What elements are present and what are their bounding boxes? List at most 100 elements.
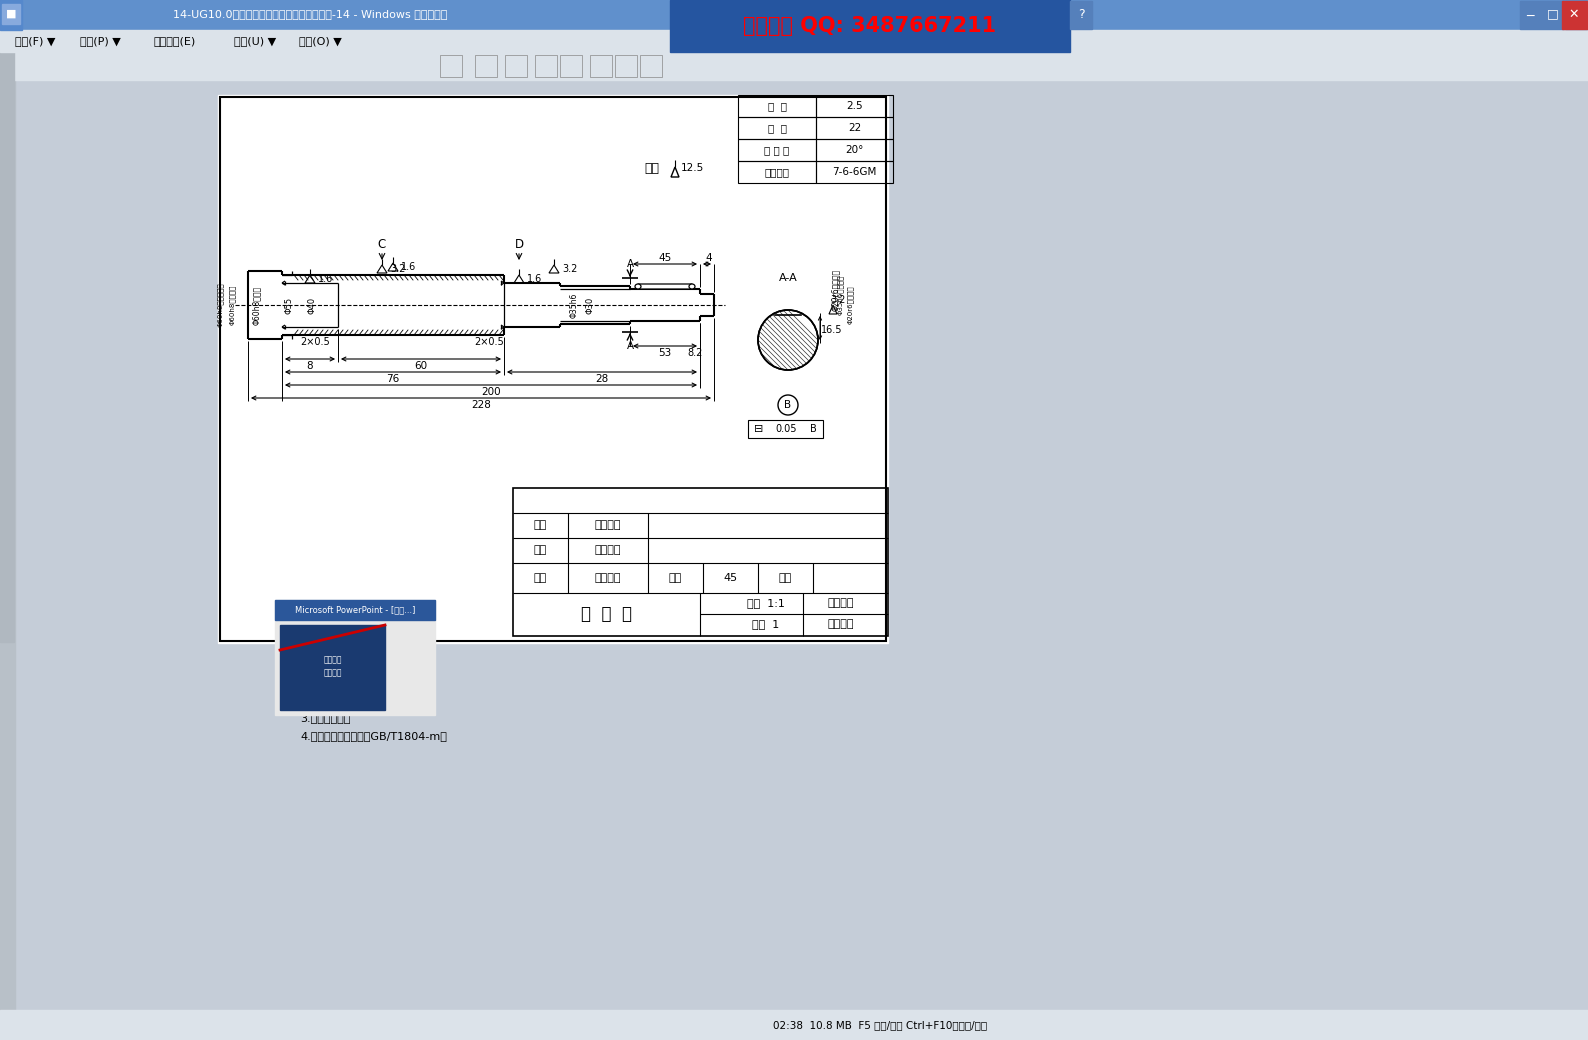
Text: Φ55: Φ55 <box>284 296 294 314</box>
Text: Φ35h6（公差）: Φ35h6（公差） <box>837 275 843 315</box>
Text: （学号）: （学号） <box>596 573 621 583</box>
Bar <box>561 55 581 77</box>
Text: 60: 60 <box>414 361 427 371</box>
Text: D: D <box>515 238 524 252</box>
Bar <box>591 55 611 77</box>
Text: B: B <box>810 424 816 434</box>
Text: Φ30: Φ30 <box>586 296 594 314</box>
Text: C: C <box>378 238 386 252</box>
Text: 材料: 材料 <box>669 573 683 583</box>
Text: 3.2: 3.2 <box>831 295 846 305</box>
Text: Φ20r6（公差）: Φ20r6（公差） <box>831 269 840 311</box>
Text: 基础学习: 基础学习 <box>324 655 343 665</box>
Bar <box>0 0 1588 30</box>
Text: 1.6: 1.6 <box>318 274 333 284</box>
Bar <box>1563 1 1586 29</box>
Bar <box>440 55 462 77</box>
Text: 电子邮件(E): 电子邮件(E) <box>154 36 197 46</box>
Text: Φ35h6: Φ35h6 <box>570 292 578 317</box>
Text: 压 力 角: 压 力 角 <box>764 145 789 155</box>
Text: （日期）: （日期） <box>596 546 621 555</box>
Text: 成绩: 成绩 <box>778 573 792 583</box>
Bar <box>0 1010 1588 1040</box>
Text: 2.5: 2.5 <box>846 101 862 111</box>
FancyBboxPatch shape <box>638 284 692 289</box>
Text: 班级: 班级 <box>534 573 548 583</box>
Bar <box>738 161 816 183</box>
Text: 1.6: 1.6 <box>402 262 416 272</box>
Bar <box>535 55 557 77</box>
Text: 4: 4 <box>705 253 713 263</box>
Bar <box>748 420 823 438</box>
Text: 8: 8 <box>306 361 313 371</box>
Text: 1.调质220～250HB。: 1.调质220～250HB。 <box>300 677 395 687</box>
Text: 比例  1:1: 比例 1:1 <box>746 598 784 608</box>
Text: Φ60h8（上）: Φ60h8（上） <box>251 285 260 324</box>
Text: 审核: 审核 <box>534 520 546 530</box>
Text: Microsoft PowerPoint - [学好...]: Microsoft PowerPoint - [学好...] <box>295 605 414 615</box>
Text: ■: ■ <box>6 9 16 19</box>
Text: 件数  1: 件数 1 <box>753 620 780 629</box>
Text: 45: 45 <box>724 573 737 583</box>
Bar <box>0 52 1588 80</box>
Text: 文件(F) ▼: 文件(F) ▼ <box>14 36 56 46</box>
Bar <box>0 52 14 642</box>
Bar <box>1070 1 1093 29</box>
Text: （日期）: （日期） <box>596 520 621 530</box>
Text: Φ60h8（下偏差）: Φ60h8（下偏差） <box>216 283 224 328</box>
Text: 齿  轮  轴: 齿 轮 轴 <box>581 605 632 624</box>
Bar <box>275 600 435 620</box>
Text: （图号）: （图号） <box>827 598 854 608</box>
Bar <box>218 95 888 643</box>
Bar <box>738 116 816 139</box>
Bar <box>738 95 816 116</box>
Text: 3.2: 3.2 <box>391 264 405 274</box>
Text: 3.2: 3.2 <box>562 264 578 274</box>
Bar <box>816 116 892 139</box>
Text: （校名）: （校名） <box>827 620 854 629</box>
Bar <box>1520 1 1564 29</box>
Text: 12.5: 12.5 <box>681 163 703 173</box>
Text: Φ20r6（公差）: Φ20r6（公差） <box>846 286 853 324</box>
Ellipse shape <box>689 284 696 289</box>
Text: 刻录(U) ▼: 刻录(U) ▼ <box>233 36 276 46</box>
Text: □: □ <box>1547 7 1559 21</box>
Text: 打印(P) ▼: 打印(P) ▼ <box>79 36 121 46</box>
Text: 76: 76 <box>386 374 400 384</box>
Text: A: A <box>626 259 634 269</box>
Bar <box>816 139 892 161</box>
Text: 16.5: 16.5 <box>821 324 843 335</box>
Bar <box>816 161 892 183</box>
Text: 打开(O) ▼: 打开(O) ▼ <box>299 36 341 46</box>
Bar <box>279 625 384 710</box>
Text: 22: 22 <box>848 123 861 133</box>
Bar <box>505 55 527 77</box>
Text: 20°: 20° <box>845 145 864 155</box>
Text: 锦程老师 QQ: 3487667211: 锦程老师 QQ: 3487667211 <box>743 16 997 36</box>
Text: 2×0.5: 2×0.5 <box>475 337 503 347</box>
Text: 圆形零件: 圆形零件 <box>324 669 343 677</box>
Bar <box>513 488 888 636</box>
Text: 精度等级: 精度等级 <box>764 167 789 177</box>
Bar <box>221 97 886 641</box>
Text: 53: 53 <box>659 348 672 358</box>
Circle shape <box>757 310 818 370</box>
Text: ✕: ✕ <box>1569 7 1578 21</box>
Text: ?: ? <box>1078 7 1085 21</box>
Text: 4.线性尺寸未注公差为GB/T1804-m。: 4.线性尺寸未注公差为GB/T1804-m。 <box>300 731 446 740</box>
Text: 模  数: 模 数 <box>767 101 786 111</box>
Text: 02:38  10.8 MB  F5 放大/缩小 Ctrl+F10：智停/继续: 02:38 10.8 MB F5 放大/缩小 Ctrl+F10：智停/继续 <box>773 1020 988 1030</box>
Text: 齿  数: 齿 数 <box>767 123 786 133</box>
Bar <box>475 55 497 77</box>
Text: Φ60h8（偏差）: Φ60h8（偏差） <box>229 285 235 326</box>
Text: B: B <box>784 400 791 410</box>
Text: 228: 228 <box>472 400 491 410</box>
Text: A-A: A-A <box>778 272 797 283</box>
Text: 45: 45 <box>659 253 672 263</box>
Bar <box>0 0 1588 30</box>
Text: 技术要求: 技术要求 <box>364 653 397 667</box>
Text: 8.2: 8.2 <box>688 348 702 358</box>
Bar <box>738 139 816 161</box>
Text: 制图: 制图 <box>534 546 546 555</box>
Text: 200: 200 <box>481 387 500 397</box>
